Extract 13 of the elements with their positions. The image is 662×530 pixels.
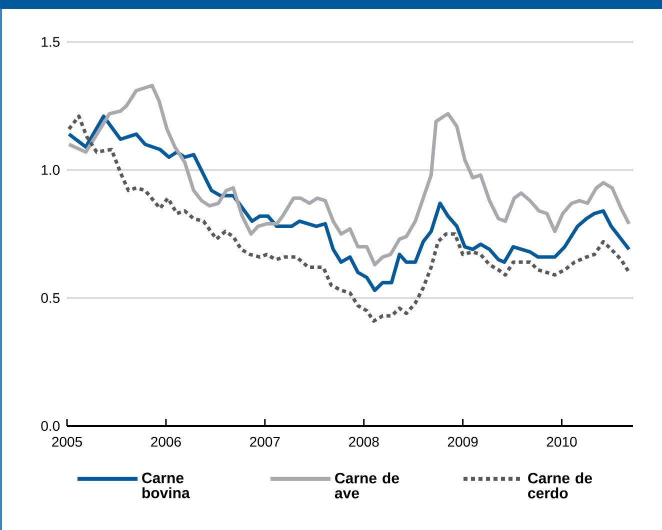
legend-label: Carne de ave	[334, 472, 399, 498]
x-tick-label: 2008	[348, 436, 379, 447]
y-tick-label: 0.5	[41, 293, 60, 303]
y-tick-label: 0.0	[41, 421, 60, 431]
legend-label: Carne de cerdo	[528, 472, 592, 498]
x-tick-label: 2006	[151, 436, 181, 447]
legend-label: Carne bovina	[142, 472, 190, 498]
x-tick-label: 2010	[546, 436, 577, 447]
x-tick-label: 2007	[250, 436, 280, 447]
x-tick-label: 2005	[52, 436, 82, 447]
y-tick-label: 1.0	[42, 165, 60, 175]
y-tick-label: 1.5	[42, 37, 60, 47]
x-tick-label: 2009	[448, 436, 478, 447]
